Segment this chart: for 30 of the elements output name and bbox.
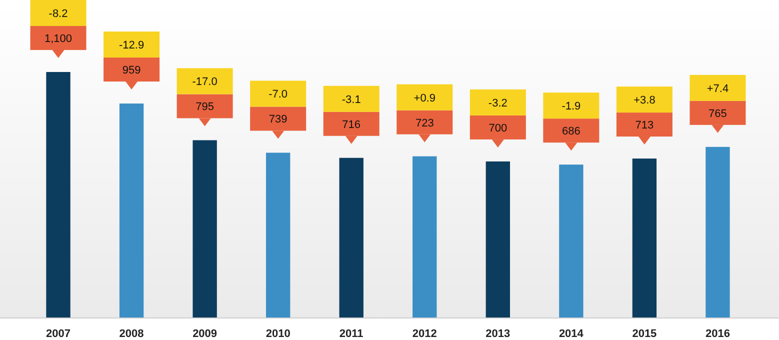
data-label: 700 [488, 122, 508, 134]
annotation: -3.2 [488, 97, 508, 110]
x-tick-label: 2016 [705, 328, 730, 340]
annotation: -17.0 [192, 76, 218, 88]
data-label: 716 [342, 118, 361, 131]
data-label: 686 [562, 126, 580, 138]
data-label: 959 [122, 64, 141, 77]
x-tick-label: 2008 [119, 328, 144, 340]
annotation: -7.0 [268, 88, 288, 101]
data-label: 795 [196, 101, 214, 114]
data-label: 713 [635, 120, 654, 132]
x-tick-label: 2014 [558, 328, 584, 340]
x-tick-label: 2010 [266, 328, 290, 340]
text: -12.9 [119, 40, 144, 52]
annotation: +7.4 [706, 82, 729, 95]
x-tick-label: 2007 [46, 328, 71, 340]
x-tick-label: 2012 [412, 328, 437, 340]
annotation: -1.9 [562, 100, 581, 113]
data-label: 1,100 [44, 33, 72, 45]
x-tick-label: 2011 [339, 328, 364, 340]
x-tick-label: 2015 [632, 328, 657, 340]
data-label: 765 [708, 108, 727, 120]
x-tick-label: 2009 [192, 328, 218, 340]
data-label: 723 [415, 117, 434, 130]
x-tick-label: 2013 [486, 328, 510, 340]
annotation: +3.8 [634, 94, 656, 107]
annotation: +0.9 [414, 92, 436, 104]
annotation: -3.1 [342, 94, 361, 106]
text: -8.2 [48, 8, 68, 20]
data-label: 739 [268, 114, 288, 126]
